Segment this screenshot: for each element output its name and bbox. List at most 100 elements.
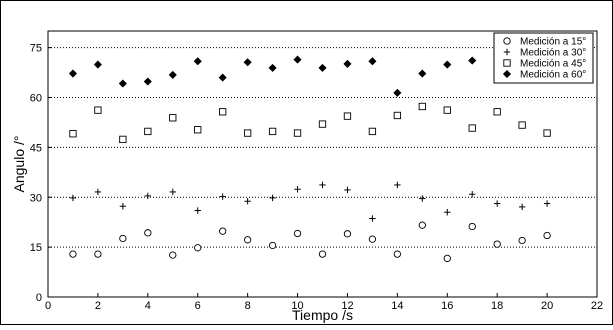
data-point <box>94 106 102 114</box>
data-point <box>119 135 127 144</box>
data-point <box>118 79 128 88</box>
legend-marker <box>503 37 511 45</box>
data-point <box>543 231 551 240</box>
y-tick-label: 75 <box>30 43 42 55</box>
data-point <box>543 200 551 207</box>
data-point <box>444 209 451 216</box>
legend-label: Medición a 60° <box>520 70 586 81</box>
data-point <box>344 186 351 194</box>
data-point <box>194 244 202 252</box>
data-point <box>418 221 426 229</box>
data-point <box>193 57 202 66</box>
axes: 0 15 30 45 60 75 0 2 4 6 8 10 12 14 16 18 20 22 <box>30 30 603 312</box>
data-point <box>518 203 526 211</box>
data-point <box>219 227 227 235</box>
data-point <box>343 59 352 69</box>
x-tick-label: 8 <box>245 300 251 312</box>
data-point <box>493 200 501 207</box>
data-point <box>169 251 177 259</box>
data-point <box>218 73 227 82</box>
data-point <box>543 129 551 137</box>
data-point <box>94 250 102 258</box>
y-tick-label: 45 <box>30 142 42 154</box>
x-tick-label: 22 <box>591 300 603 312</box>
data-point <box>318 250 327 258</box>
data-point <box>293 129 302 137</box>
data-point <box>169 114 177 122</box>
x-tick-label: 10 <box>291 300 303 312</box>
data-point <box>293 55 302 64</box>
series-3 <box>69 102 551 144</box>
x-tick-label: 14 <box>391 300 403 312</box>
x-tick-label: 0 <box>45 300 51 312</box>
data-point <box>143 77 152 86</box>
plot-frame <box>47 30 598 298</box>
x-axis-title: Tiempo /s <box>292 307 353 323</box>
data-point <box>393 88 402 97</box>
legend-marker <box>502 69 512 79</box>
y-tick-label: 0 <box>36 292 42 304</box>
legend-label: Medición a 15° <box>520 37 586 48</box>
data-point <box>468 222 476 231</box>
data-point <box>69 130 77 138</box>
data-point <box>394 181 401 189</box>
legend-marker <box>503 48 511 56</box>
legend: Medición a 15°Medición a 30°Medición a 4… <box>493 32 594 84</box>
data-point <box>294 186 301 193</box>
data-point <box>68 69 78 78</box>
x-tick-label: 12 <box>341 300 353 312</box>
data-point <box>194 126 202 134</box>
data-point <box>468 56 477 65</box>
data-point <box>243 236 252 244</box>
data-point <box>443 60 452 69</box>
x-tick-label: 4 <box>145 300 151 312</box>
data-point <box>393 250 402 258</box>
data-point <box>318 120 327 128</box>
data-point <box>169 188 176 196</box>
data-point <box>369 215 376 222</box>
data-point <box>418 102 426 111</box>
data-point <box>393 111 402 120</box>
series-1 <box>69 221 551 263</box>
data-point <box>69 250 77 258</box>
data-point <box>443 106 451 114</box>
data-point <box>144 127 152 136</box>
legend-label: Medición a 45° <box>520 59 586 70</box>
x-tick-label: 6 <box>195 300 201 312</box>
data-point <box>343 230 352 238</box>
y-tick-label: 30 <box>30 192 42 204</box>
data-point <box>418 69 427 78</box>
data-point <box>119 234 127 243</box>
data-point <box>94 188 102 196</box>
data-point <box>219 193 226 200</box>
data-point <box>219 108 227 116</box>
data-point <box>368 235 377 243</box>
y-tick-label: 60 <box>30 93 42 105</box>
data-point <box>144 229 152 237</box>
data-point <box>493 108 501 116</box>
data-point <box>319 181 326 189</box>
data-point <box>493 240 501 248</box>
data-point <box>293 229 302 238</box>
y-axis-title: Angulo /° <box>11 136 27 193</box>
data-point <box>343 112 352 120</box>
data-point <box>368 57 377 66</box>
x-tick-label: 16 <box>441 300 453 312</box>
data-point <box>518 121 526 129</box>
data-point <box>144 192 152 200</box>
data-point <box>269 194 276 202</box>
x-tick-label: 20 <box>541 300 553 312</box>
series-2 <box>69 181 551 222</box>
data-point <box>243 58 252 67</box>
data-point <box>443 254 451 263</box>
data-point <box>243 129 252 137</box>
data-point <box>119 203 127 210</box>
data-point <box>168 70 177 80</box>
data-point <box>93 60 103 69</box>
data-point <box>468 124 476 132</box>
data-point <box>268 63 277 73</box>
data-point <box>318 63 327 73</box>
data-point <box>518 236 526 245</box>
